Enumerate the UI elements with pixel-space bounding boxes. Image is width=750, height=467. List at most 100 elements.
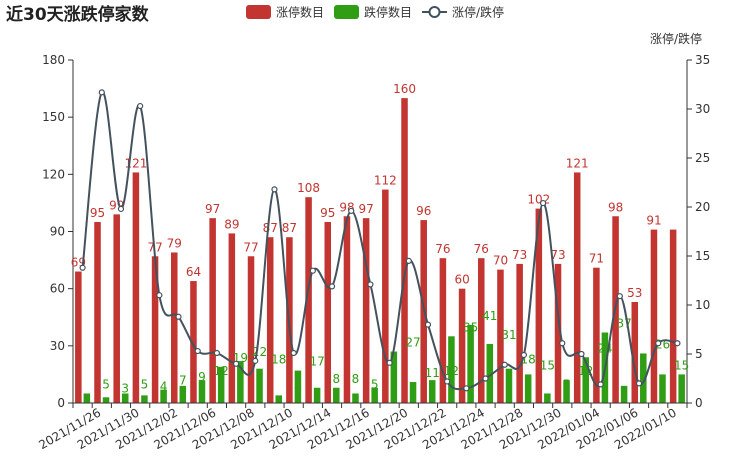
bar-value-label: 15 bbox=[674, 358, 689, 372]
ratio-point bbox=[175, 313, 182, 320]
left-tick-label: 90 bbox=[50, 225, 65, 239]
bar-limit-up bbox=[516, 263, 523, 403]
legend-item-2[interactable]: 涨停/跌停 bbox=[422, 5, 504, 20]
bar-limit-down bbox=[582, 357, 589, 403]
left-tick-label: 120 bbox=[42, 167, 65, 181]
legend-swatch bbox=[334, 5, 359, 19]
bar-value-label: 9 bbox=[639, 370, 647, 384]
bar-limit-down bbox=[524, 374, 532, 403]
right-y-axis: 0 5 10 15 20 25 30 35 bbox=[686, 53, 710, 410]
ratio-point bbox=[444, 378, 451, 385]
bar-limit-up bbox=[669, 229, 677, 403]
bar-limit-up bbox=[478, 258, 485, 403]
bar-value-label: 70 bbox=[493, 254, 508, 268]
bar-limit-up bbox=[401, 98, 408, 403]
bar-value-label: 24 bbox=[597, 341, 612, 355]
bar-value-label: 97 bbox=[359, 202, 374, 216]
bar-limit-up bbox=[305, 197, 312, 403]
bar-value-label: 12 bbox=[214, 364, 229, 378]
ratio-point bbox=[252, 357, 259, 364]
bar-limit-up bbox=[554, 263, 562, 403]
bar-value-label: 112 bbox=[374, 174, 397, 188]
bar-limit-up bbox=[132, 172, 140, 403]
bar-limit-down bbox=[141, 395, 148, 403]
bar-value-label: 11 bbox=[425, 366, 440, 380]
bar-limit-down bbox=[620, 385, 628, 403]
right-tick-label: 30 bbox=[695, 102, 710, 116]
bar-value-label: 22 bbox=[252, 345, 267, 359]
bar-value-label: 71 bbox=[589, 252, 604, 266]
legend-swatch-marker bbox=[428, 6, 441, 18]
ratio-point bbox=[328, 283, 336, 290]
bar-limit-up bbox=[362, 218, 370, 403]
bar-limit-down bbox=[544, 393, 551, 403]
bar-value-label: 108 bbox=[297, 181, 320, 195]
bar-value-label: 27 bbox=[405, 336, 420, 350]
bar-value-label: 41 bbox=[482, 309, 497, 323]
bar-value-label: 98 bbox=[608, 200, 623, 214]
bar-value-label: 76 bbox=[435, 242, 450, 256]
bar-limit-down bbox=[371, 387, 378, 403]
legend[interactable]: 涨停数目 跌停数目 涨停/跌停 bbox=[246, 5, 504, 20]
bar-value-label: 37 bbox=[616, 316, 631, 330]
bar-limit-down bbox=[313, 387, 321, 403]
ratio-point bbox=[386, 359, 393, 366]
legend-swatch bbox=[246, 5, 271, 19]
bar-limit-up bbox=[631, 302, 639, 403]
bar-limit-up bbox=[171, 252, 178, 403]
ratio-point bbox=[117, 205, 125, 213]
bar-value-label: 121 bbox=[566, 156, 589, 170]
bar-value-label: 8 bbox=[390, 372, 398, 386]
bar-limit-down bbox=[275, 395, 282, 403]
bar-value-label: 7 bbox=[179, 374, 187, 388]
ratio-point bbox=[539, 199, 547, 207]
bar-limit-down bbox=[160, 389, 167, 403]
bar-limit-up bbox=[75, 271, 82, 403]
ratio-point bbox=[482, 375, 489, 382]
ratio-point bbox=[98, 89, 105, 96]
bar-limit-down bbox=[179, 385, 187, 403]
right-tick-label: 15 bbox=[695, 249, 710, 263]
bar-value-label: 4 bbox=[160, 379, 168, 393]
bar-limit-down bbox=[352, 393, 359, 403]
ratio-point bbox=[290, 349, 297, 357]
bar-value-label: 18 bbox=[271, 353, 286, 367]
bar-limit-down bbox=[256, 368, 263, 403]
ratio-point bbox=[520, 351, 528, 359]
bar-value-label: 4 bbox=[294, 379, 302, 393]
left-tick-label: 0 bbox=[57, 396, 65, 410]
bar-limit-up bbox=[497, 269, 504, 403]
ratio-line-series bbox=[79, 89, 681, 392]
bars bbox=[75, 98, 685, 403]
bar-limit-up bbox=[343, 216, 351, 403]
bar-limit-up bbox=[593, 267, 600, 403]
bar-limit-up bbox=[228, 233, 236, 403]
bar-value-label: 160 bbox=[393, 82, 416, 96]
ratio-point bbox=[79, 264, 86, 271]
bar-limit-down bbox=[333, 387, 340, 403]
bar-value-label: 12 bbox=[444, 364, 459, 378]
left-tick-label: 150 bbox=[42, 110, 65, 124]
bar-limit-down bbox=[486, 343, 494, 403]
bar-limit-up bbox=[458, 288, 466, 403]
bar-limit-down bbox=[102, 397, 110, 403]
bar-limit-up bbox=[266, 237, 274, 403]
bar-value-label: 5 bbox=[563, 377, 571, 391]
bar-limit-down bbox=[659, 374, 666, 403]
right-tick-label: 20 bbox=[695, 200, 710, 214]
legend-item-1[interactable]: 跌停数目 bbox=[334, 5, 412, 20]
ratio-point bbox=[559, 340, 566, 347]
bar-limit-up bbox=[151, 256, 159, 403]
ratio-point bbox=[501, 361, 508, 368]
bar-value-label: 3 bbox=[121, 381, 129, 395]
ratio-point bbox=[137, 102, 144, 110]
ratio-point bbox=[232, 360, 240, 367]
bar-limit-down bbox=[409, 382, 417, 403]
legend-label: 涨停/跌停 bbox=[452, 5, 504, 20]
bar-value-label: 77 bbox=[243, 240, 258, 254]
bar-value-label: 8 bbox=[352, 372, 360, 386]
legend-item-0[interactable]: 涨停数目 bbox=[246, 5, 324, 20]
bar-value-label: 17 bbox=[309, 355, 324, 369]
